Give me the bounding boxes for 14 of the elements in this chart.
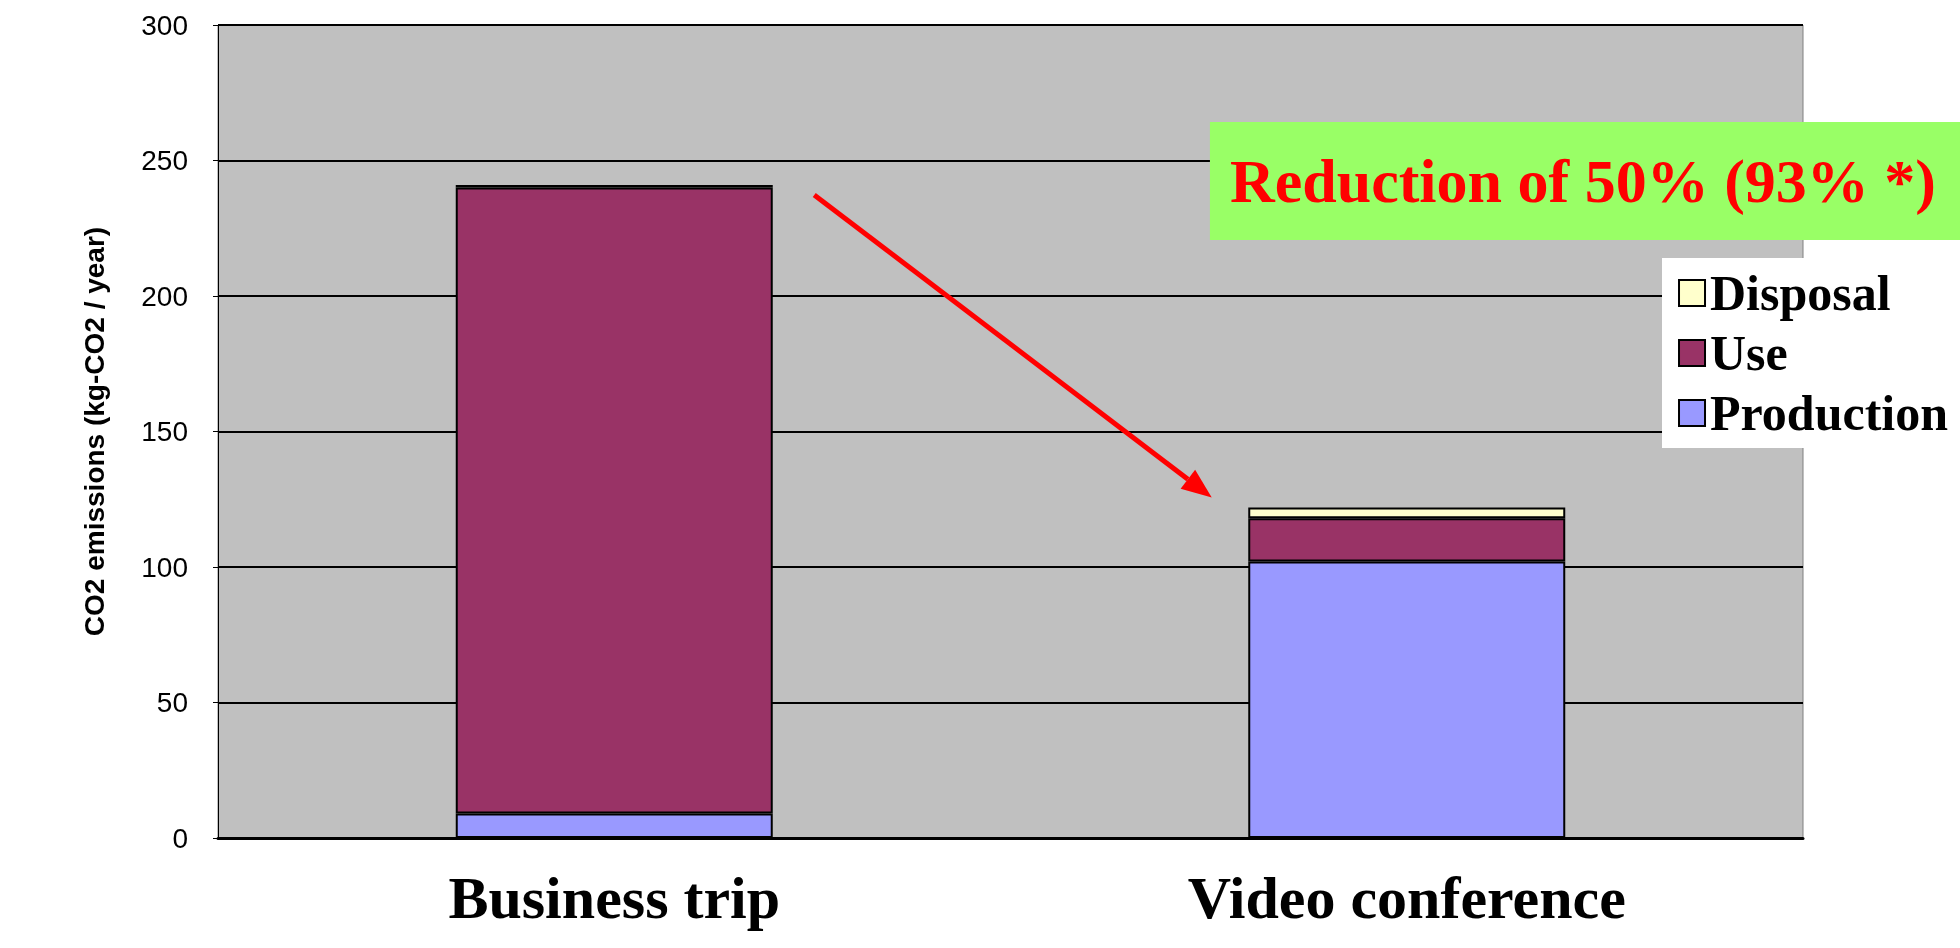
x-tick-label: Business trip xyxy=(448,865,781,931)
y-tick-label: 200 xyxy=(141,280,188,312)
legend-label: Use xyxy=(1710,325,1788,381)
y-tick-label: 100 xyxy=(141,551,188,583)
x-tick-label: Video conference xyxy=(1187,865,1626,931)
y-axis-title: CO2 emissions (kg-CO2 / year) xyxy=(78,226,110,637)
legend-label: Disposal xyxy=(1710,265,1891,321)
y-tick-label: 0 xyxy=(172,822,188,854)
y-tick-label: 50 xyxy=(156,687,188,718)
legend-label: Production xyxy=(1710,385,1949,441)
y-tick-label: 300 xyxy=(141,9,188,41)
y-tick-label: 250 xyxy=(141,145,188,176)
annotation: Reduction of 50% (93% *) xyxy=(1229,147,1937,216)
y-tick-label: 150 xyxy=(141,416,188,447)
